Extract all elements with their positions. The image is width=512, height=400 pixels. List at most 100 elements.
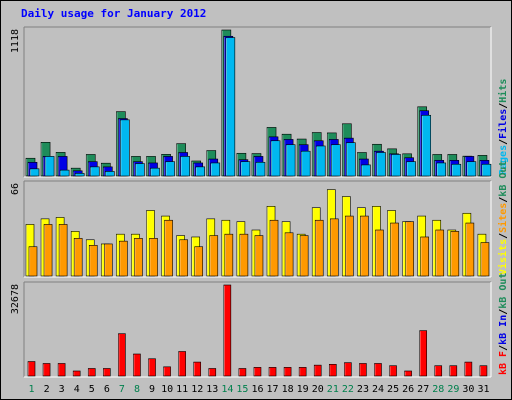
- bar-sites-day-14: [224, 233, 234, 277]
- bar-pages-day-8: [135, 163, 145, 177]
- plot-area-1: [24, 27, 491, 177]
- bar-pages-day-30: [466, 161, 477, 177]
- day-label-1: 1: [29, 384, 35, 395]
- bar-sites-day-29: [450, 231, 460, 277]
- bar-sites-day-17: [269, 219, 279, 277]
- day-label-4: 4: [74, 384, 80, 395]
- bar-pages-day-9: [150, 167, 160, 177]
- bar-pages-day-25: [391, 154, 401, 177]
- bar-pages-day-6: [105, 171, 115, 177]
- day-label-10: 10: [161, 384, 173, 395]
- legend-entry: Files: [497, 109, 509, 139]
- bar-kb_f-day-10: [163, 366, 171, 377]
- legend-3: kB F/kB In/kB Out: [498, 273, 509, 375]
- day-label-15: 15: [236, 384, 248, 395]
- bar-pages-day-27: [421, 114, 431, 177]
- panel-2: 66 Visits/Sites/kB Out: [10, 161, 509, 278]
- bar-kb_f-day-17: [268, 367, 277, 377]
- bar-sites-day-25: [390, 222, 399, 277]
- bar-pages-day-10: [165, 161, 175, 177]
- legend-entry: kB In: [498, 315, 509, 345]
- day-label-8: 8: [134, 384, 140, 395]
- chart-title: Daily usage for January 2012: [21, 7, 206, 20]
- day-label-6: 6: [104, 384, 110, 395]
- y-max-label-1: 1118: [10, 29, 21, 53]
- bar-sites-day-4: [73, 238, 83, 277]
- bar-kb_f-day-8: [133, 353, 141, 377]
- bar-sites-day-23: [360, 215, 369, 277]
- legend-entry: /: [498, 197, 509, 203]
- bar-sites-day-27: [420, 236, 429, 277]
- day-label-11: 11: [176, 384, 188, 395]
- bar-pages-day-29: [451, 163, 462, 177]
- bar-kb_f-day-16: [253, 367, 262, 377]
- bar-kb_f-day-27: [419, 330, 427, 377]
- legend-entry: /: [498, 309, 509, 315]
- bar-sites-day-5: [88, 245, 98, 277]
- legend-entry: Hits: [497, 79, 509, 103]
- bar-pages-day-7: [120, 119, 130, 177]
- bar-kb_f-day-20: [313, 364, 322, 377]
- legend-entry: /: [498, 139, 509, 145]
- bar-kb_f-day-13: [208, 368, 217, 377]
- bar-kb_f-day-9: [148, 358, 156, 377]
- bar-kb_f-day-5: [87, 368, 96, 377]
- bar-kb_f-day-15: [238, 368, 247, 377]
- bar-kb_f-day-23: [359, 363, 367, 377]
- day-label-31: 31: [477, 384, 489, 395]
- bar-sites-day-31: [480, 242, 490, 277]
- bar-sites-day-16: [254, 235, 264, 277]
- bar-pages-day-20: [315, 145, 326, 177]
- day-label-14: 14: [221, 384, 233, 395]
- day-label-20: 20: [312, 384, 324, 395]
- day-label-25: 25: [387, 384, 399, 395]
- legend-2: Visits/Sites/kB Out: [497, 161, 509, 275]
- y-max-label-2: 66: [10, 183, 21, 195]
- legend-entry: kB Out: [498, 273, 509, 309]
- legend-entry: Sites: [497, 203, 509, 233]
- bar-pages-day-3: [59, 169, 70, 177]
- legend-entry: /: [498, 103, 509, 109]
- bar-kb_f-day-11: [178, 351, 186, 377]
- bar-sites-day-24: [375, 229, 384, 277]
- bar-pages-day-16: [255, 161, 266, 177]
- day-label-23: 23: [357, 384, 369, 395]
- bar-sites-day-28: [435, 229, 445, 277]
- legend-entry: /: [498, 233, 509, 239]
- bar-sites-day-12: [194, 246, 204, 277]
- bar-pages-day-19: [300, 150, 311, 177]
- bar-kb_f-day-24: [374, 363, 382, 377]
- bar-pages-day-2: [44, 156, 55, 177]
- bar-sites-day-30: [465, 222, 475, 277]
- bar-sites-day-20: [314, 219, 324, 277]
- bar-sites-day-9: [149, 238, 158, 277]
- bar-sites-day-13: [209, 235, 219, 277]
- day-label-19: 19: [297, 384, 309, 395]
- bar-sites-day-11: [179, 239, 188, 277]
- day-label-9: 9: [149, 384, 155, 395]
- bar-sites-day-6: [104, 243, 113, 277]
- day-label-29: 29: [447, 384, 459, 395]
- bar-pages-day-4: [74, 173, 85, 177]
- bar-sites-day-22: [345, 215, 354, 277]
- bar-kb_f-day-14: [223, 284, 232, 377]
- bar-kb_f-day-3: [57, 363, 66, 377]
- bar-pages-day-26: [406, 161, 416, 177]
- bar-pages-day-31: [481, 163, 492, 177]
- bar-pages-day-24: [376, 152, 386, 177]
- legend-entry: kB F: [498, 351, 509, 375]
- day-label-13: 13: [206, 384, 218, 395]
- bar-kb_f-day-1: [27, 361, 36, 377]
- bar-sites-day-3: [58, 224, 68, 277]
- bar-pages-day-5: [89, 166, 100, 177]
- y-max-label-3: 32678: [10, 284, 21, 314]
- bar-kb_f-day-28: [434, 365, 443, 377]
- bar-pages-day-14: [225, 37, 236, 177]
- bar-sites-day-15: [239, 233, 249, 277]
- bar-kb_f-day-12: [193, 361, 202, 377]
- bar-sites-day-7: [119, 240, 128, 277]
- bar-kb_f-day-26: [404, 370, 412, 377]
- bar-sites-day-21: [329, 218, 339, 277]
